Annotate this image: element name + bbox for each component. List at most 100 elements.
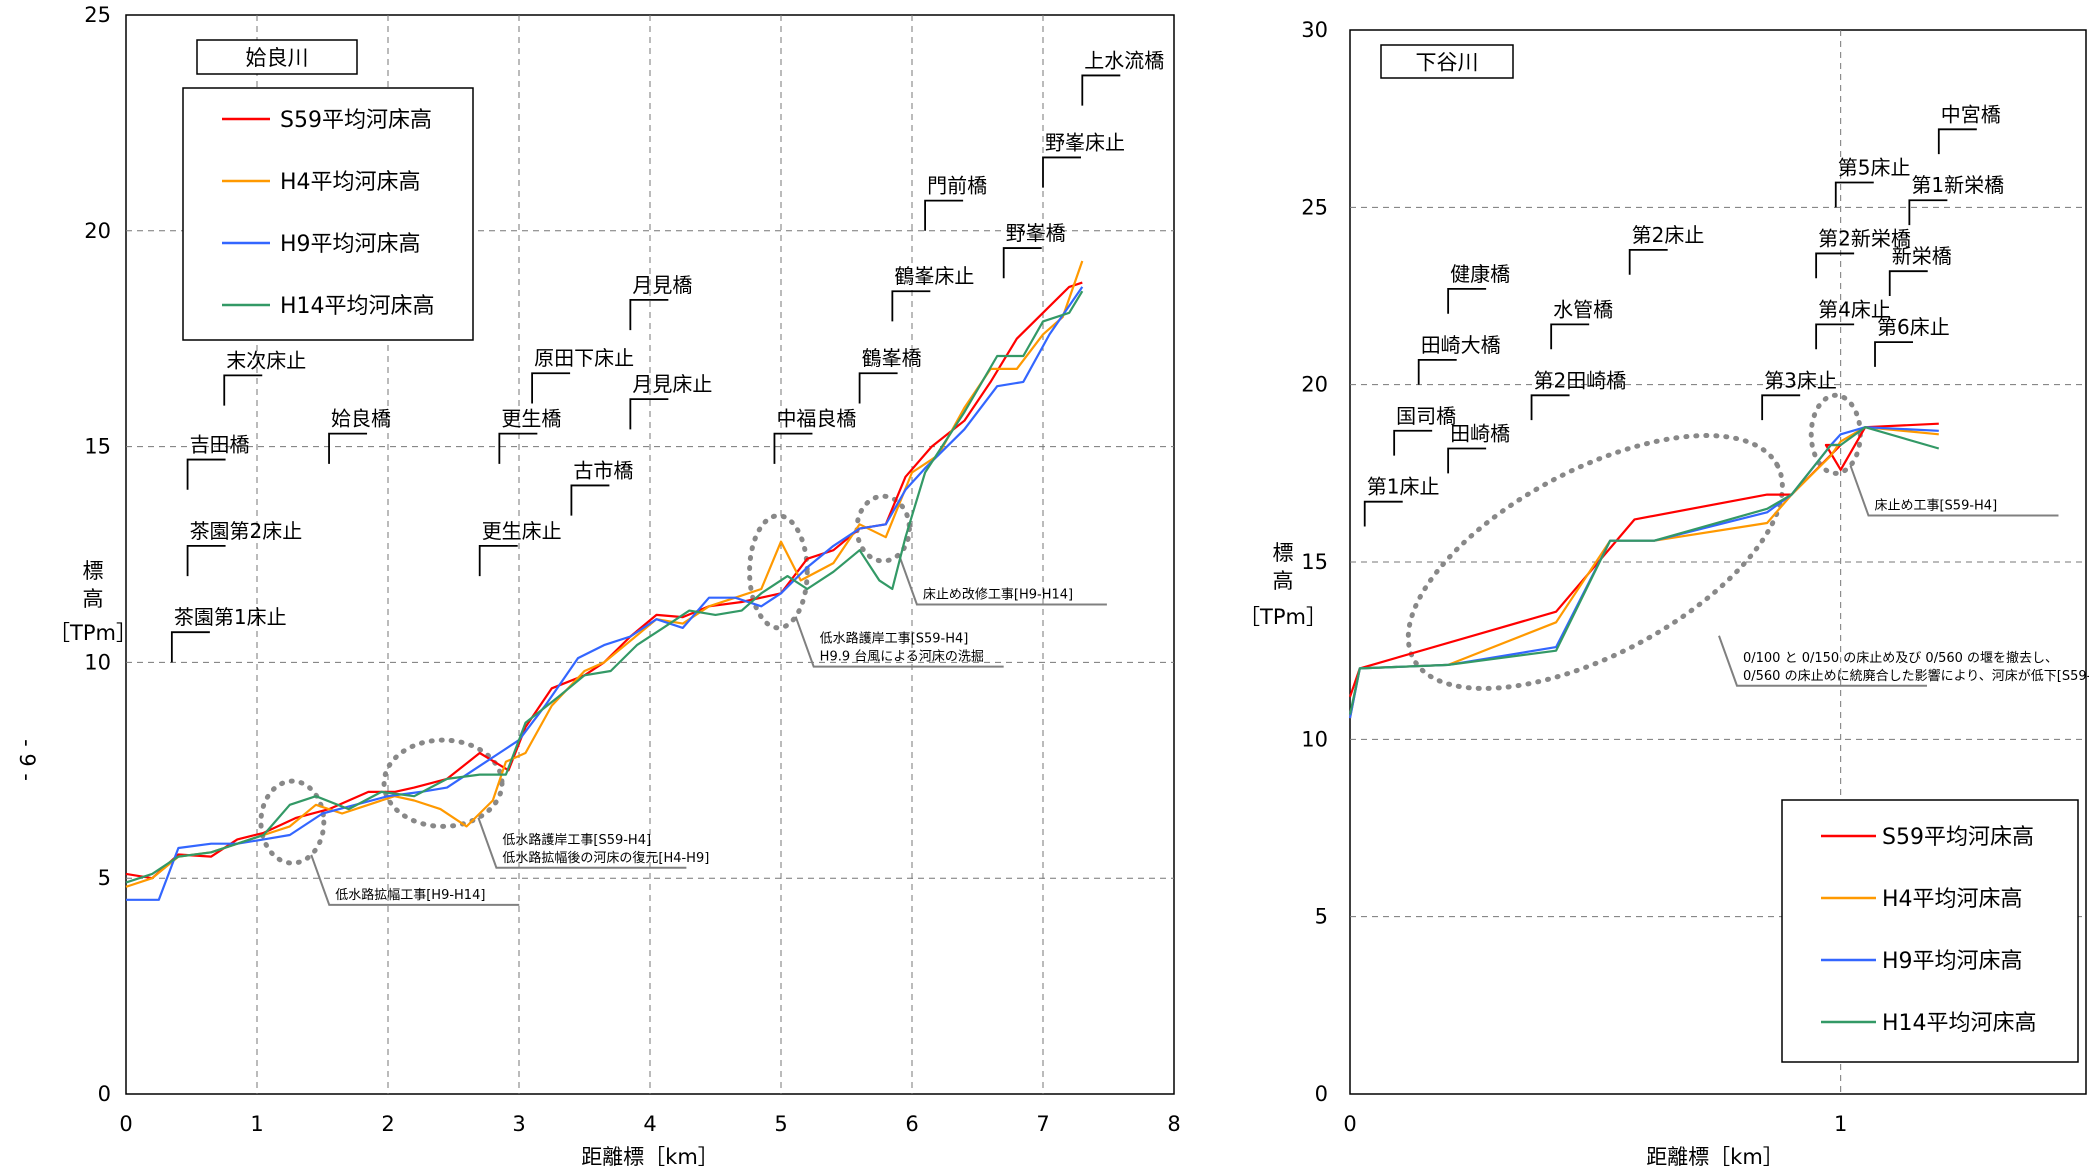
x-tick-label: 4 xyxy=(643,1112,656,1136)
landmark-marker xyxy=(1874,341,1914,367)
y-tick-label: 10 xyxy=(1301,727,1328,751)
landmark-label: 月見橋 xyxy=(632,273,692,297)
annotation-leader xyxy=(897,554,1107,606)
landmark-label: 古市橋 xyxy=(573,458,633,482)
annotation-circle xyxy=(381,737,505,829)
annotation-text: 0/100 と 0/150 の床止め及び 0/560 の堰を撤去し、 xyxy=(1743,650,2058,666)
annotation-text: 床止め改修工事[H9-H14] xyxy=(923,588,1073,603)
landmark-label: 姶良橋 xyxy=(331,407,391,431)
legend-label: S59平均河床高 xyxy=(280,108,432,133)
x-axis-label: 距離標［km］ xyxy=(1646,1145,1784,1169)
landmark-label: 鶴峯橋 xyxy=(862,346,922,370)
x-tick-label: 6 xyxy=(905,1112,918,1136)
landmark-marker xyxy=(1834,181,1874,208)
landmark-label: 末次床止 xyxy=(226,348,306,372)
legend-label: S59平均河床高 xyxy=(1882,825,2034,850)
landmark-marker xyxy=(223,374,263,406)
landmark-label: 田崎橋 xyxy=(1450,422,1510,446)
landmark-marker xyxy=(924,199,964,231)
landmark-marker xyxy=(478,544,518,577)
y-tick-label: 10 xyxy=(84,650,111,674)
landmark-label: 月見床止 xyxy=(632,372,712,396)
landmark-label: 茶園第1床止 xyxy=(174,605,287,629)
landmark-marker xyxy=(1393,429,1433,456)
landmark-marker xyxy=(328,432,368,464)
series-line-h14 xyxy=(125,290,1084,884)
x-axis-label: 距離標［km］ xyxy=(581,1145,719,1169)
y-tick-label: 5 xyxy=(1315,905,1328,929)
landmark-label: 新栄橋 xyxy=(1892,244,1952,268)
landmark-marker xyxy=(858,372,898,404)
series-line-s59 xyxy=(125,281,1083,880)
landmark-label: 門前橋 xyxy=(927,174,987,198)
series-line-h9 xyxy=(126,286,1084,901)
landmark-label: 中福良橋 xyxy=(776,407,856,431)
y-axis-label: ［TPm］ xyxy=(49,621,137,645)
landmark-label: 田崎大橋 xyxy=(1421,333,1501,357)
landmark-label: 野峯床止 xyxy=(1045,130,1125,154)
series-line-h4 xyxy=(125,260,1084,888)
chart-title: 下谷川 xyxy=(1416,51,1479,75)
chart-title-box xyxy=(196,39,358,75)
landmark-label: 原田下床止 xyxy=(534,346,634,370)
landmark-label: 中宮橋 xyxy=(1941,102,2001,126)
landmark-marker xyxy=(1628,248,1668,275)
landmark-label: 健康橋 xyxy=(1450,262,1510,286)
legend-label: H14平均河床高 xyxy=(280,294,435,319)
legend-label: H9平均河床高 xyxy=(280,232,421,257)
annotation-text: 低水路護岸工事[S59-H4] xyxy=(820,631,969,647)
annotation-text: 床止め工事[S59-H4] xyxy=(1874,499,1997,514)
landmark-label: 第2床止 xyxy=(1632,223,1705,247)
x-tick-label: 1 xyxy=(250,1112,263,1136)
landmark-label: 第2新栄橋 xyxy=(1818,226,1911,250)
landmark-marker xyxy=(1937,128,1977,155)
landmark-marker xyxy=(498,432,538,464)
y-tick-label: 25 xyxy=(1301,195,1328,219)
landmark-label: 茶園第2床止 xyxy=(190,519,303,543)
landmark-marker xyxy=(170,631,210,663)
landmark-label: 国司橋 xyxy=(1396,404,1456,428)
y-tick-label: 15 xyxy=(84,435,111,459)
landmark-marker xyxy=(1447,447,1487,474)
y-axis-label: 高 xyxy=(1273,569,1294,593)
landmark-marker xyxy=(1530,394,1570,421)
chart-airagawa: 0 5 10 15 20 25 0 1 2 3 4 5 6 7 8 標高 ［TPm］ 距離標［km］ 姶良川茶園第1… xyxy=(49,3,1181,1169)
landmark-marker xyxy=(186,458,226,490)
landmark-label: 吉田橋 xyxy=(190,433,250,457)
landmark-label: 更生橋 xyxy=(501,407,561,431)
legend-label: H9平均河床高 xyxy=(1882,949,2023,974)
landmark-marker xyxy=(629,298,669,331)
annotation-circle xyxy=(747,513,810,631)
y-tick-label: 30 xyxy=(1301,18,1328,42)
series-line-h14 xyxy=(1348,426,1940,715)
landmark-label: 第1新栄橋 xyxy=(1911,173,2004,197)
landmark-marker xyxy=(629,398,669,430)
landmark-label: 水管橋 xyxy=(1553,297,1613,321)
annotation-text: H9.9 台風による河床の洗掘 xyxy=(820,650,984,665)
annotation-text: 低水路拡幅後の河床の復元[H4-H9] xyxy=(502,850,709,866)
landmark-marker xyxy=(1417,358,1457,385)
y-axis-label: 標 xyxy=(83,559,104,583)
landmark-label: 第4床止 xyxy=(1818,297,1891,321)
landmark-marker xyxy=(1447,288,1487,314)
landmark-label: 鶴峯床止 xyxy=(894,264,974,288)
y-tick-label: 25 xyxy=(84,3,111,27)
page-number-label: - 9 - xyxy=(15,739,39,781)
landmark-marker xyxy=(1042,156,1081,188)
y-axis-label: ［TPm］ xyxy=(1239,605,1327,629)
landmark-label: 第5床止 xyxy=(1838,156,1911,180)
chart-title: 姶良川 xyxy=(246,46,309,70)
annotation-leader xyxy=(310,854,520,906)
annotation-text: 0/560 の床止めに統廃合した影響により、河床が低下[S59-H4] xyxy=(1743,668,2089,684)
x-tick-label: 7 xyxy=(1036,1112,1049,1136)
legend-label: H4平均河床高 xyxy=(280,170,421,195)
landmark-marker xyxy=(186,544,226,577)
x-tick-label: 3 xyxy=(512,1112,525,1136)
landmark-marker xyxy=(1550,323,1590,350)
legend-label: H4平均河床高 xyxy=(1882,887,2023,912)
landmark-marker xyxy=(570,484,610,516)
landmark-label: 野峯橋 xyxy=(1006,221,1066,245)
y-axis-label: 標 xyxy=(1273,541,1294,565)
